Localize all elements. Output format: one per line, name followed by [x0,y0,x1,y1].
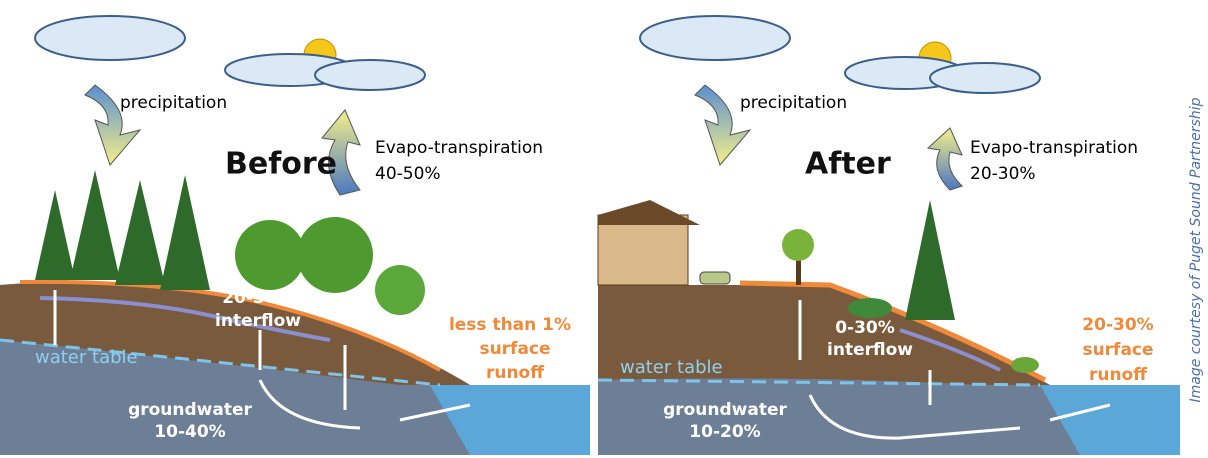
evapotranspiration-arrow [321,109,361,196]
arrow [258,379,361,430]
evapotranspiration-arrow [926,127,963,191]
car [699,271,731,285]
water [1040,385,1180,455]
evapotranspiration-percent: 20-30% [970,164,1036,184]
shrub [1011,357,1039,373]
tree [905,200,955,320]
interflow-percent: 20-30% [222,288,293,308]
water [430,385,590,455]
evapotranspiration-label: Evapo-transpiration [970,138,1138,158]
runoff-line [19,279,441,372]
interflow-label: interflow [215,311,301,331]
soil-layer [0,282,470,385]
runoff-percent: less than 1% [449,315,571,335]
panel-title: After [805,147,891,182]
cloud [639,15,791,61]
precipitation-arrow [84,84,142,166]
evapotranspiration-percent: 40-50% [375,164,441,184]
credit: Image courtesy of Puget Sound Partnershi… [1188,97,1204,402]
tree-trunk [796,245,801,285]
tree [35,190,75,280]
house-roof [598,200,700,225]
runoff-label: runoff [1089,365,1147,385]
house [597,214,689,286]
trees [782,200,1039,373]
trees [35,170,425,315]
before-panel: precipitation Before Evapo-transpiration… [0,15,590,455]
flow-arrows [53,290,471,430]
precipitation-label: precipitation [740,93,847,113]
interflow-line [899,328,1001,372]
tree [115,180,165,285]
groundwater-label: groundwater [128,400,252,420]
water-table-line [0,338,441,387]
groundwater-percent: 10-20% [689,422,760,442]
runoff-label: runoff [486,363,544,383]
soil-layer [598,285,1050,385]
runoff-percent: 20-30% [1082,315,1153,335]
cloud [929,62,1041,94]
interflow-line [39,296,331,342]
water-table-label: water table [35,347,138,368]
shrub [848,298,892,318]
arrow [808,394,1021,440]
runoff-label: surface [479,339,550,359]
precipitation-label: precipitation [120,93,227,113]
tree [235,220,305,290]
tree [297,217,373,293]
tree [782,229,814,261]
cloud [314,59,426,91]
panel-title: Before [225,147,337,182]
groundwater-percent: 10-40% [154,422,225,442]
water-table-label: water table [620,357,723,378]
tree [160,175,210,290]
evapotranspiration-label: Evapo-transpiration [375,138,543,158]
arrow [399,403,471,422]
interflow-percent: 0-30% [835,318,895,338]
flow-arrows [798,300,1111,440]
precipitation-arrow [694,84,752,166]
interflow-label: interflow [827,340,913,360]
groundwater-label: groundwater [663,400,787,420]
tree [375,265,425,315]
arrow [1049,403,1111,422]
runoff-label: surface [1082,340,1153,360]
after-panel: precipitation After Evapo-transpiration … [597,15,1180,455]
tree [70,170,120,280]
cloud [34,15,186,61]
water-table-line [597,378,1041,387]
